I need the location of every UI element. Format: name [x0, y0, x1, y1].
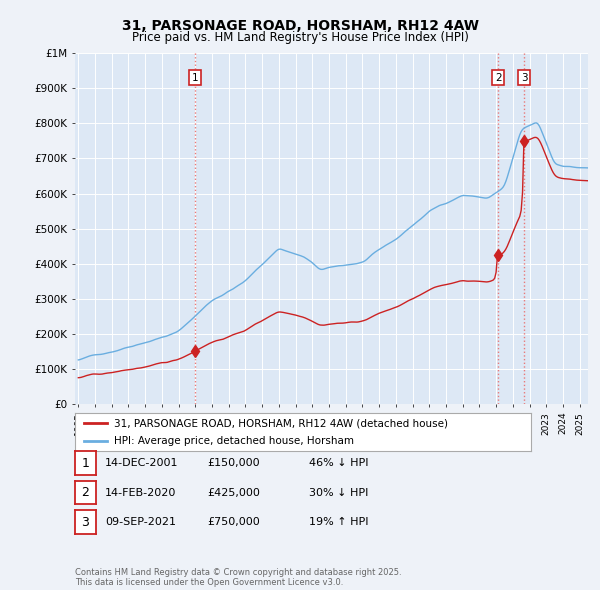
Text: 2: 2: [82, 486, 89, 499]
Text: 31, PARSONAGE ROAD, HORSHAM, RH12 4AW: 31, PARSONAGE ROAD, HORSHAM, RH12 4AW: [121, 19, 479, 33]
Text: £150,000: £150,000: [207, 458, 260, 468]
Text: Contains HM Land Registry data © Crown copyright and database right 2025.
This d: Contains HM Land Registry data © Crown c…: [75, 568, 401, 587]
Text: 14-FEB-2020: 14-FEB-2020: [105, 488, 176, 497]
Text: Price paid vs. HM Land Registry's House Price Index (HPI): Price paid vs. HM Land Registry's House …: [131, 31, 469, 44]
Text: 46% ↓ HPI: 46% ↓ HPI: [309, 458, 368, 468]
Text: 09-SEP-2021: 09-SEP-2021: [105, 517, 176, 527]
Text: £425,000: £425,000: [207, 488, 260, 497]
Text: 3: 3: [82, 516, 89, 529]
Text: 14-DEC-2001: 14-DEC-2001: [105, 458, 179, 468]
Text: 1: 1: [191, 73, 198, 83]
Text: 31, PARSONAGE ROAD, HORSHAM, RH12 4AW (detached house): 31, PARSONAGE ROAD, HORSHAM, RH12 4AW (d…: [114, 418, 448, 428]
Text: £750,000: £750,000: [207, 517, 260, 527]
Text: HPI: Average price, detached house, Horsham: HPI: Average price, detached house, Hors…: [114, 436, 354, 446]
Text: 2: 2: [495, 73, 502, 83]
Text: 30% ↓ HPI: 30% ↓ HPI: [309, 488, 368, 497]
Text: 3: 3: [521, 73, 527, 83]
Text: 1: 1: [82, 457, 89, 470]
Text: 19% ↑ HPI: 19% ↑ HPI: [309, 517, 368, 527]
